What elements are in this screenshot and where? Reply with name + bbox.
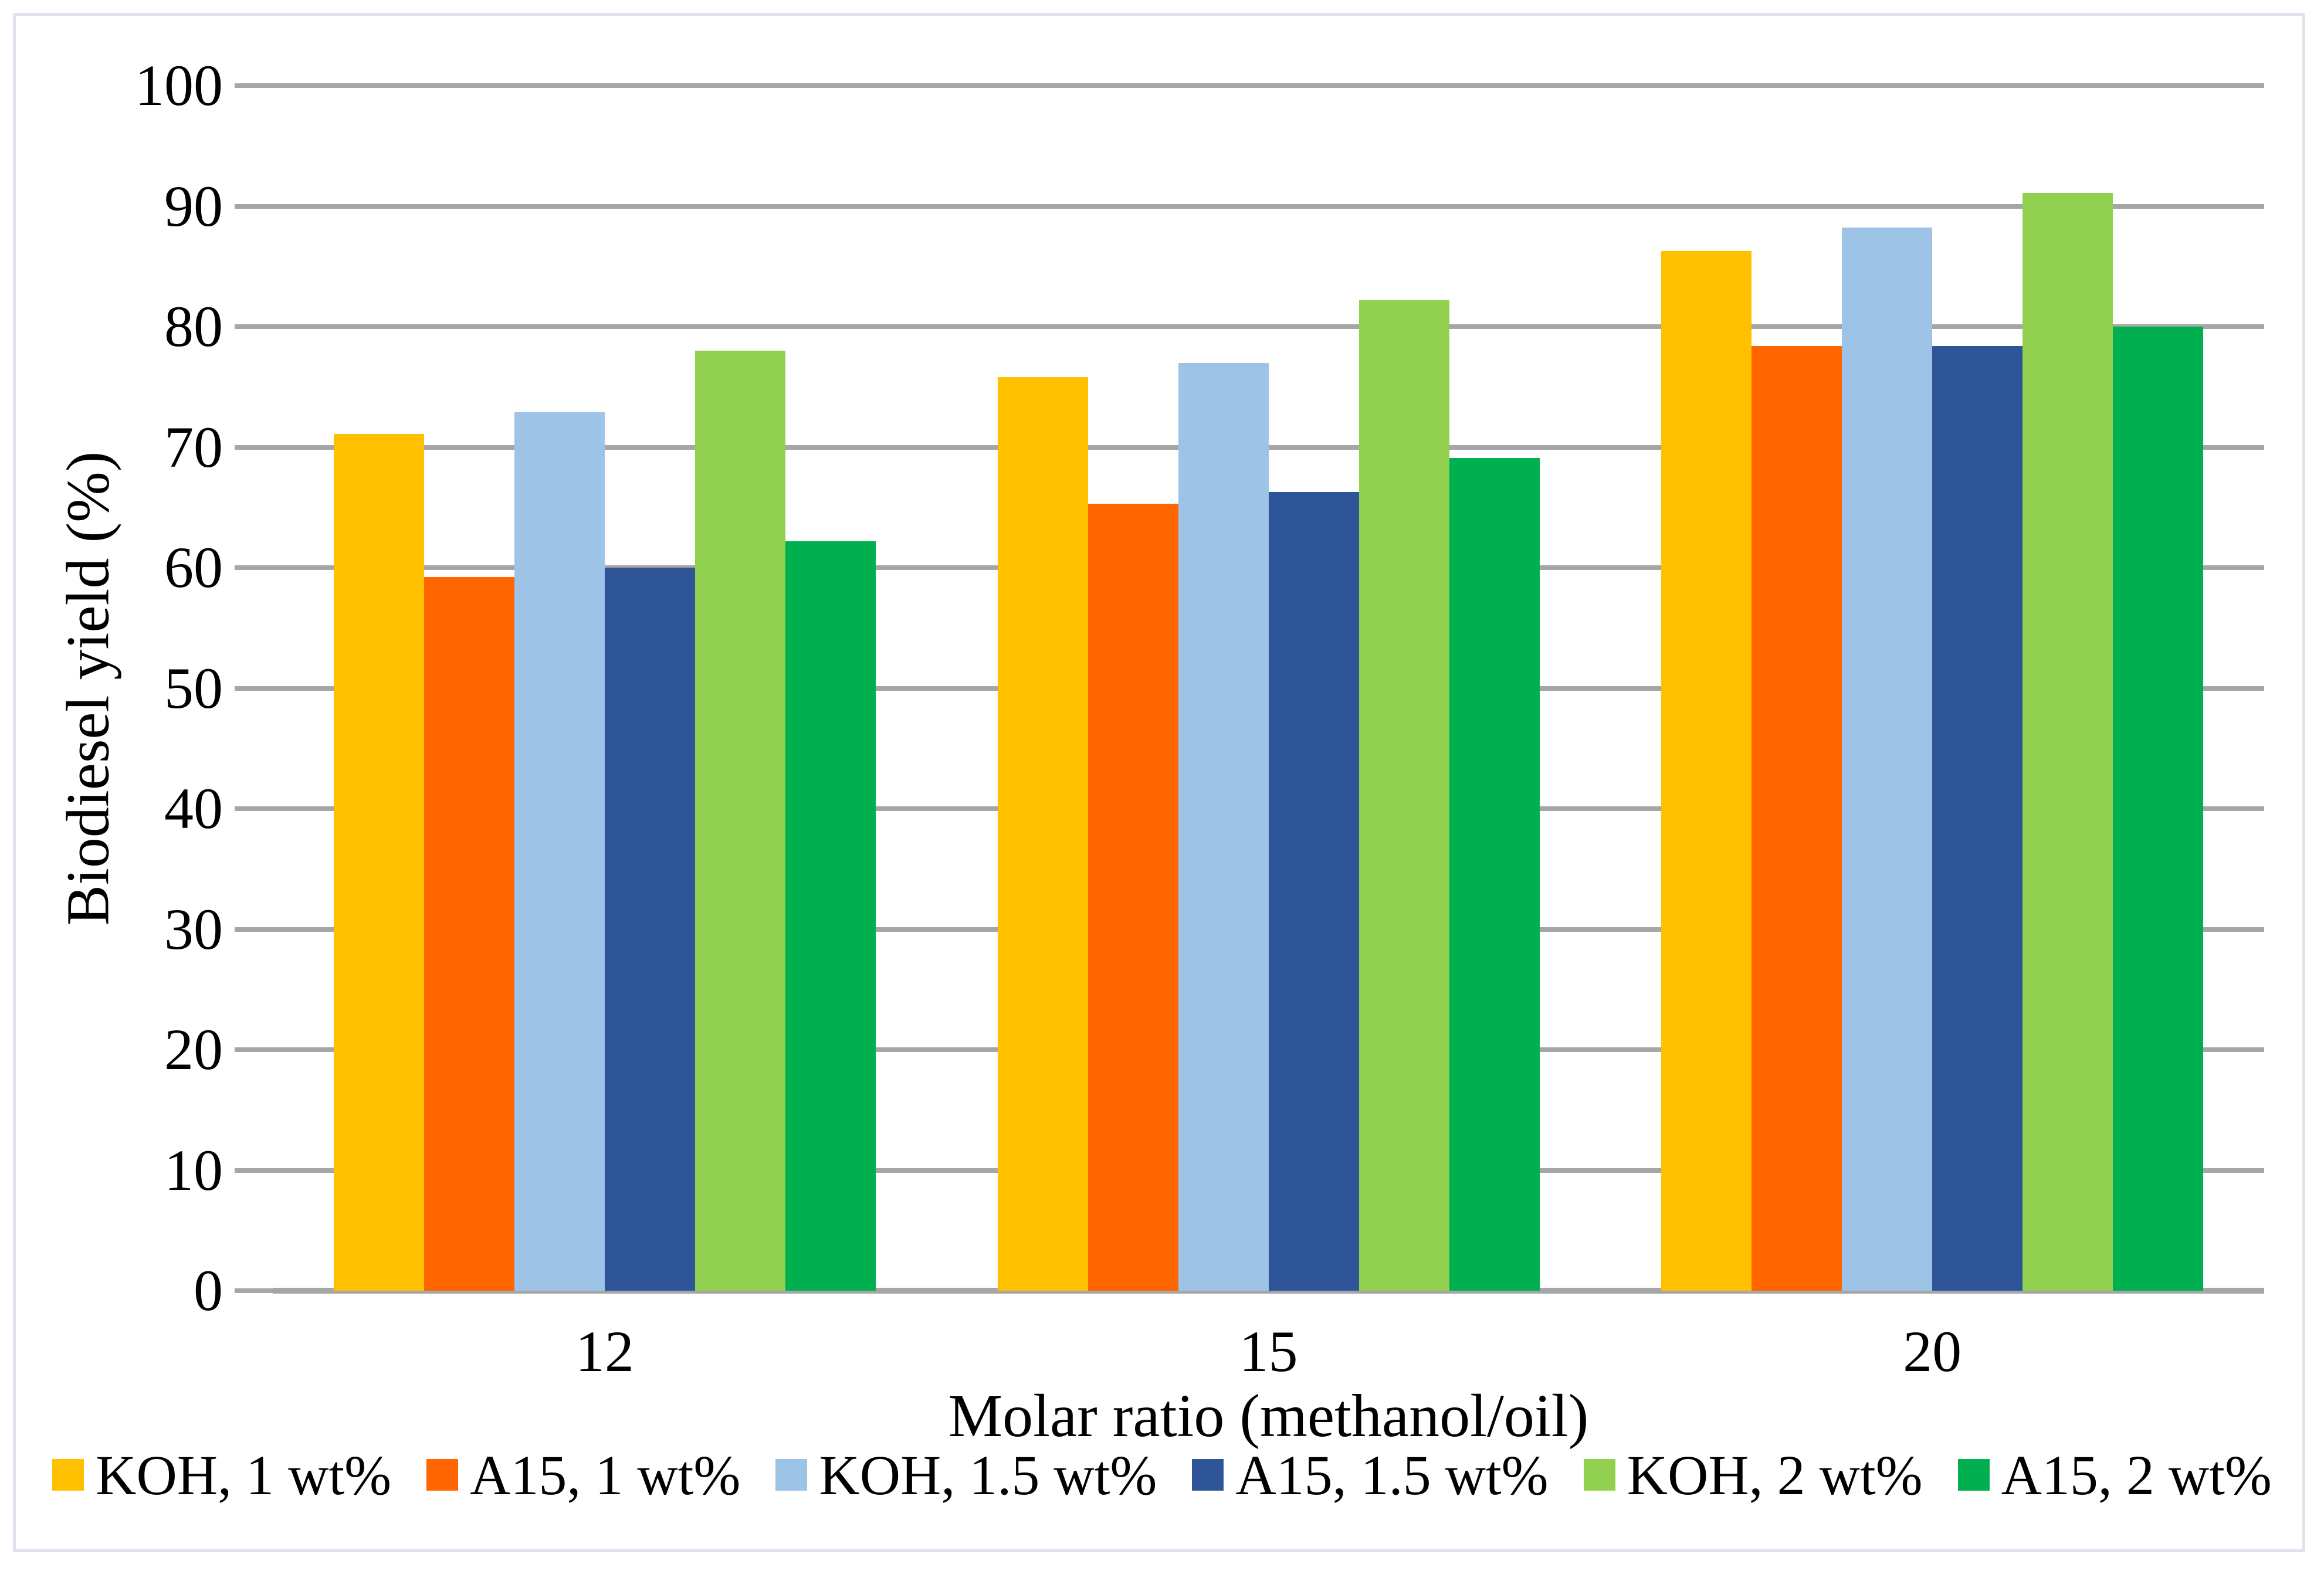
y-axis-tick-40	[235, 806, 273, 811]
legend-label: KOH, 1 wt%	[96, 1443, 392, 1506]
y-axis-tick-label: 20	[164, 1017, 223, 1082]
bar-koh-1-5-wt--x15	[1178, 362, 1269, 1291]
bar-koh-1-wt--x15	[997, 377, 1088, 1291]
y-axis-tick-10	[235, 1168, 273, 1173]
bar-a15-1-5-wt--x12	[604, 568, 695, 1291]
gridline-80	[273, 324, 2264, 329]
y-axis-tick-70	[235, 445, 273, 450]
legend-label: A15, 2 wt%	[2001, 1443, 2272, 1506]
bar-a15-2-wt--x20	[2113, 327, 2204, 1291]
legend-item-koh-2-wt-: KOH, 2 wt%	[1583, 1443, 1923, 1508]
legend-label: KOH, 1.5 wt%	[819, 1443, 1157, 1506]
y-axis-tick-50	[235, 686, 273, 691]
bar-a15-1-5-wt--x20	[1932, 345, 2023, 1291]
legend-color-swatch	[1957, 1459, 1990, 1491]
bar-koh-1-wt--x12	[333, 433, 424, 1291]
legend-item-a15-1-5-wt-: A15, 1.5 wt%	[1192, 1443, 1549, 1508]
legend-item-koh-1-5-wt-: KOH, 1.5 wt%	[775, 1443, 1157, 1508]
y-axis-tick-80	[235, 324, 273, 329]
legend-item-a15-2-wt-: A15, 2 wt%	[1957, 1443, 2272, 1508]
y-axis-tick-label: 10	[164, 1137, 223, 1203]
bar-a15-1-5-wt--x15	[1268, 491, 1359, 1291]
x-axis-tick-label: 12	[575, 1319, 634, 1384]
bar-a15-1-wt--x12	[424, 577, 514, 1291]
y-axis-tick-label: 0	[194, 1258, 223, 1323]
y-axis-tick-label: 30	[164, 896, 223, 962]
gridline-90	[273, 203, 2264, 209]
legend-color-swatch	[1192, 1459, 1224, 1491]
legend-color-swatch	[775, 1459, 808, 1491]
gridline-70	[273, 445, 2264, 450]
y-axis-tick-label: 70	[164, 414, 223, 480]
legend-color-swatch	[52, 1459, 84, 1491]
y-axis-tick-label: 60	[164, 535, 223, 600]
y-axis-tick-60	[235, 565, 273, 570]
bar-koh-1-5-wt--x12	[514, 412, 605, 1291]
bar-a15-2-wt--x15	[1449, 457, 1540, 1291]
x-axis-tick-label: 20	[1903, 1319, 1962, 1384]
gridline-0	[273, 1288, 2264, 1294]
bar-a15-1-wt--x20	[1752, 345, 1842, 1291]
legend-label: A15, 1 wt%	[470, 1443, 741, 1506]
x-axis-tick-label: 15	[1239, 1319, 1298, 1384]
legend: KOH, 1 wt% A15, 1 wt% KOH, 1.5 wt% A15, 1.5…	[0, 1431, 2324, 1519]
y-axis-tick-0	[235, 1288, 273, 1293]
y-axis-tick-label: 50	[164, 655, 223, 721]
y-axis-tick-label: 40	[164, 776, 223, 841]
bar-a15-2-wt--x12	[785, 541, 876, 1291]
bar-koh-1-wt--x20	[1661, 250, 1752, 1291]
legend-color-swatch	[1583, 1459, 1615, 1491]
y-axis-tick-label: 80	[164, 294, 223, 359]
y-axis-tick-90	[235, 203, 273, 209]
bar-koh-2-wt--x20	[2023, 192, 2113, 1291]
gridline-100	[273, 83, 2264, 88]
bar-koh-2-wt--x15	[1359, 300, 1449, 1291]
bar-koh-1-5-wt--x20	[1842, 228, 1933, 1291]
bar-a15-1-wt--x15	[1088, 504, 1178, 1291]
y-axis-tick-label: 100	[135, 53, 223, 118]
y-axis-tick-100	[235, 83, 273, 88]
y-axis-tick-30	[235, 927, 273, 932]
legend-color-swatch	[426, 1459, 459, 1491]
y-axis-tick-20	[235, 1047, 273, 1052]
legend-item-koh-1-wt-: KOH, 1 wt%	[52, 1443, 391, 1508]
x-axis-title: Molar ratio (methanol/oil)	[948, 1382, 1589, 1450]
y-axis-tick-label: 90	[164, 173, 223, 239]
legend-label: A15, 1.5 wt%	[1235, 1443, 1549, 1506]
legend-item-a15-1-wt-: A15, 1 wt%	[426, 1443, 740, 1508]
bar-koh-2-wt--x12	[695, 351, 785, 1291]
legend-label: KOH, 2 wt%	[1627, 1443, 1923, 1506]
